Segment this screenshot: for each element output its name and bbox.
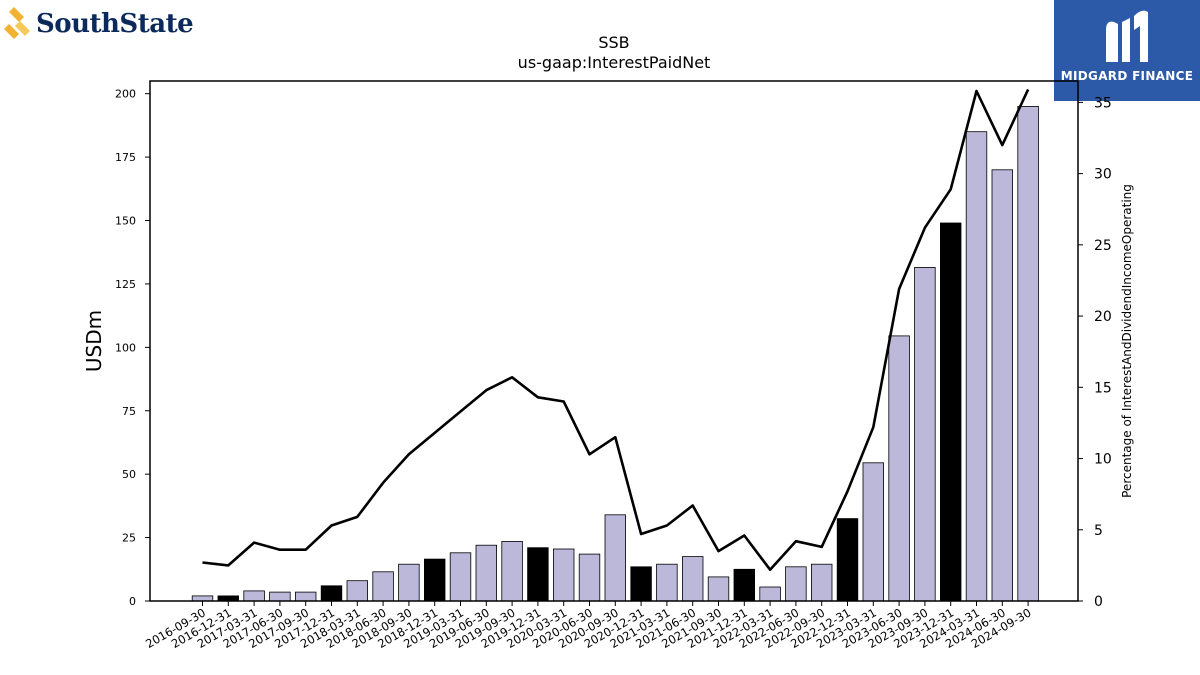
y-tick-label: 25 <box>122 532 136 545</box>
bar-2023-09-30 <box>914 266 936 602</box>
chart-subtitle: us-gaap:InterestPaidNet <box>518 53 711 72</box>
bar-2016-12-31 <box>217 595 240 602</box>
bar-2023-12-31 <box>940 222 962 602</box>
bar-2020-12-31 <box>630 566 652 602</box>
bar-2018-06-30 <box>372 571 394 602</box>
bar-2016-09-30 <box>191 595 214 602</box>
y-tick-label: 0 <box>129 595 136 608</box>
chart-title: SSB <box>598 33 629 52</box>
y-tick-label: 50 <box>122 468 136 481</box>
bar-2017-09-30 <box>294 591 317 602</box>
right-y-axis: 0 5 10 15 20 25 30 35 <box>1078 95 1112 610</box>
y2-tick-label: 10 <box>1094 452 1112 468</box>
bar-2018-03-31 <box>346 580 369 602</box>
y2-tick-label: 20 <box>1094 309 1112 325</box>
y2-tick-label: 30 <box>1094 167 1112 183</box>
line-series <box>202 88 1030 572</box>
midgard-finance-name: MIDGARD FINANCE <box>1060 69 1194 83</box>
y-tick-label: 175 <box>115 151 136 164</box>
y2-tick-label: 25 <box>1094 238 1112 254</box>
bar-2017-03-31 <box>243 590 265 602</box>
percentage-line <box>202 88 1030 572</box>
bar-2019-03-31 <box>449 552 472 602</box>
bar-2018-09-30 <box>398 563 420 602</box>
midgard-finance-logo: MIDGARD FINANCE <box>1054 0 1200 101</box>
southstate-mark-icon <box>4 7 30 39</box>
southstate-name: SouthState <box>36 9 194 39</box>
y2-tick-label: 35 <box>1094 95 1112 111</box>
bar-2021-12-31 <box>733 568 756 602</box>
bar-2019-12-31 <box>527 547 549 602</box>
y-tick-label: 100 <box>115 341 136 354</box>
bar-2017-06-30 <box>269 591 291 602</box>
southstate-logo: SouthState <box>4 4 194 44</box>
bar-2019-09-30 <box>501 541 523 602</box>
bar-2018-12-31 <box>423 558 446 602</box>
y-tick-label: 125 <box>115 278 136 291</box>
y-tick-label: 150 <box>115 215 136 228</box>
bar-2017-12-31 <box>320 585 343 602</box>
x-axis: 2016-09-302016-12-312017-03-312017-06-30… <box>143 601 1034 651</box>
right-y-axis-label: Percentage of InterestAndDividendIncomeO… <box>1120 184 1134 498</box>
bar-2024-09-30 <box>1017 106 1039 602</box>
bar-2021-03-31 <box>656 563 678 602</box>
bar-2021-06-30 <box>682 556 704 602</box>
y2-tick-label: 0 <box>1094 594 1103 610</box>
bar-2024-03-31 <box>965 131 988 602</box>
bar-2022-06-30 <box>785 566 807 602</box>
bar-2021-09-30 <box>707 576 730 602</box>
bar-2023-03-31 <box>862 462 885 602</box>
bar-2019-06-30 <box>475 544 498 602</box>
bar-2024-06-30 <box>991 169 1014 602</box>
y-tick-label: 75 <box>122 405 136 418</box>
midgard-mark-icon <box>1106 10 1148 63</box>
y2-tick-label: 5 <box>1094 523 1103 539</box>
y-tick-label: 200 <box>115 88 136 101</box>
plot-frame <box>149 80 1079 602</box>
bar-2020-03-31 <box>553 548 575 602</box>
bar-series <box>191 106 1039 602</box>
bar-2020-06-30 <box>578 553 601 602</box>
left-y-axis: 0 25 50 75 100 125 150 175 200 <box>115 88 150 608</box>
bar-2022-03-31 <box>759 586 781 602</box>
bar-2020-09-30 <box>604 514 627 602</box>
bar-2023-06-30 <box>888 335 910 602</box>
y2-tick-label: 15 <box>1094 380 1112 396</box>
bar-2022-09-30 <box>811 563 833 602</box>
y-axis-label: USDm <box>82 310 106 372</box>
bar-2022-12-31 <box>836 518 859 602</box>
